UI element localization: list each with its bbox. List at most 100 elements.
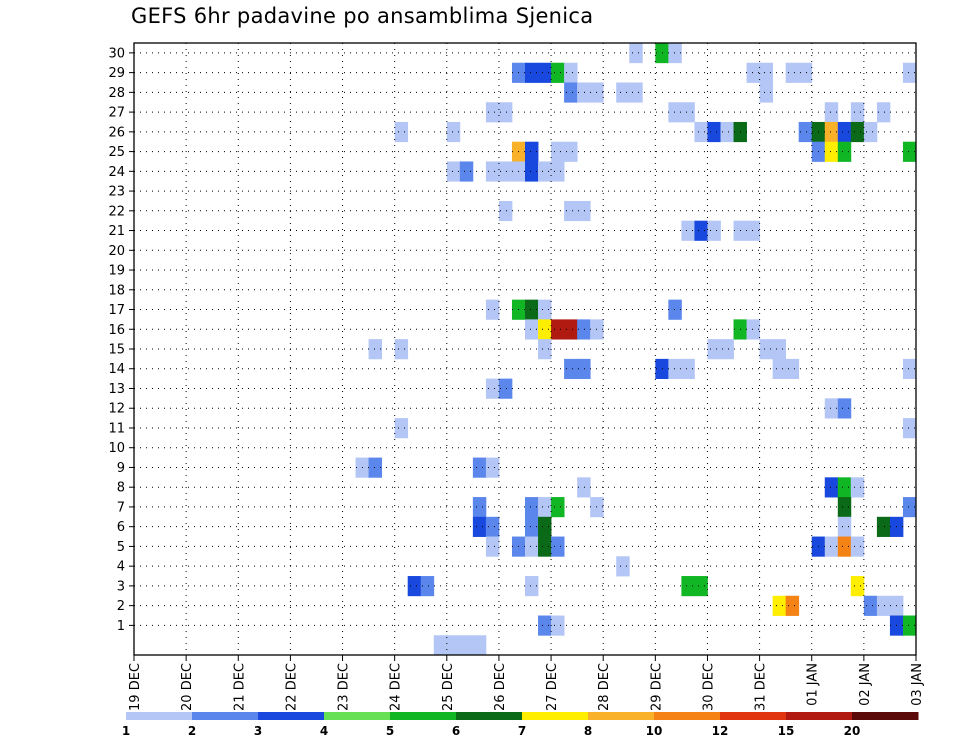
heatmap-cell [759, 82, 774, 103]
colorbar-label: 1 [122, 724, 130, 738]
y-tick-label: 22 [108, 204, 125, 219]
heatmap-cell [459, 635, 474, 656]
colorbar-label: 5 [386, 724, 394, 738]
y-tick-label: 26 [108, 125, 125, 140]
heatmap-cell [538, 615, 552, 636]
colorbar-label: 2 [188, 724, 196, 738]
y-tick-label: 1 [117, 619, 125, 634]
colorbar-label: 6 [452, 724, 460, 738]
colorbar-swatch [852, 712, 919, 720]
heatmap-cell [459, 161, 474, 182]
heatmap-cell [707, 339, 721, 360]
heatmap-cell [902, 62, 917, 83]
heatmap-cell [837, 477, 852, 498]
heatmap-cell [472, 497, 487, 518]
heatmap-cell [837, 516, 852, 537]
heatmap-cell [694, 576, 708, 597]
x-tick-label: 21 DEC [232, 663, 247, 711]
heatmap-cell [551, 536, 565, 557]
heatmap-cell [616, 556, 630, 577]
heatmap-cell [525, 299, 539, 320]
colorbar-label: 3 [254, 724, 262, 738]
x-tick-label: 19 DEC [128, 663, 143, 711]
x-tick-label: 22 DEC [284, 663, 299, 711]
heatmap-cell [824, 398, 839, 419]
y-tick-label: 23 [108, 185, 125, 200]
x-tick-label: 24 DEC [389, 663, 404, 711]
y-tick-label: 27 [108, 106, 125, 121]
heatmap-cell [485, 536, 500, 557]
x-tick-label: 31 DEC [754, 663, 769, 711]
heatmap-cell [850, 477, 865, 498]
heatmap-cell [798, 121, 813, 143]
heatmap-cell [824, 102, 839, 123]
heatmap-cell [772, 595, 787, 616]
y-tick-label: 15 [108, 343, 125, 358]
colorbar-label: 7 [518, 724, 526, 738]
heatmap-cell [824, 141, 839, 162]
heatmap-cell [876, 595, 891, 616]
heatmap-cell [485, 378, 500, 399]
colorbar-swatch [786, 712, 853, 720]
heatmap-cell [538, 319, 552, 340]
heatmap-cell [538, 339, 552, 360]
heatmap-cell [525, 319, 539, 340]
heatmap-cell [577, 319, 591, 340]
colorbar-label: 10 [646, 724, 663, 738]
heatmap-cell [485, 299, 500, 320]
heatmap-cell [668, 358, 682, 380]
y-tick-label: 8 [117, 481, 125, 496]
y-tick-label: 17 [108, 303, 125, 318]
y-tick-label: 20 [108, 244, 125, 259]
heatmap-cell [538, 516, 552, 537]
x-tick-label: 02 JAN [858, 663, 873, 706]
heatmap-cell [759, 62, 774, 83]
y-tick-label: 24 [108, 165, 125, 180]
heatmap-cell [837, 497, 852, 518]
heatmap-cell [485, 457, 500, 478]
heatmap-cell [564, 62, 578, 83]
x-tick-label: 30 DEC [701, 663, 716, 711]
heatmap-cell [720, 339, 734, 360]
colorbar-swatch [390, 712, 457, 720]
heatmap-cell [433, 635, 448, 656]
heatmap-cell [824, 536, 839, 557]
colorbar-swatch [192, 712, 259, 720]
heatmap-cell [616, 82, 630, 103]
heatmap-cell [446, 121, 461, 143]
x-tick-label: 23 DEC [337, 663, 352, 711]
heatmap-cell [472, 457, 487, 478]
heatmap-cell [668, 299, 682, 320]
heatmap-cell [551, 62, 565, 83]
heatmap-cell [668, 43, 682, 64]
y-tick-label: 12 [108, 402, 125, 417]
heatmap-cell [564, 358, 578, 380]
heatmap-cell [837, 536, 852, 557]
heatmap-cell [394, 418, 409, 439]
heatmap-cell [837, 141, 852, 162]
heatmap-cell [759, 339, 774, 360]
heatmap-cell [746, 62, 760, 83]
heatmap-cell [538, 62, 552, 83]
heatmap-cell [368, 339, 383, 360]
heatmap-cell [538, 161, 552, 182]
heatmap-cell [564, 141, 578, 162]
colorbar-swatch [588, 712, 655, 720]
heatmap-cell [394, 121, 409, 143]
heatmap-cell [707, 121, 721, 143]
y-tick-label: 9 [117, 461, 125, 476]
heatmap-cell [577, 358, 591, 380]
heatmap-cell [785, 62, 800, 83]
heatmap-cell [564, 319, 578, 340]
heatmap-cell [785, 358, 800, 380]
heatmap-cell [837, 398, 852, 419]
y-tick-label: 2 [117, 599, 125, 614]
heatmap-cell [850, 536, 865, 557]
heatmap-cell [551, 497, 565, 518]
heatmap-cell [772, 358, 787, 380]
colorbar-swatch [456, 712, 523, 720]
colorbar-label: 15 [778, 724, 795, 738]
y-tick-label: 28 [108, 86, 125, 101]
heatmap-cell [564, 200, 578, 222]
heatmap-cell [681, 576, 695, 597]
